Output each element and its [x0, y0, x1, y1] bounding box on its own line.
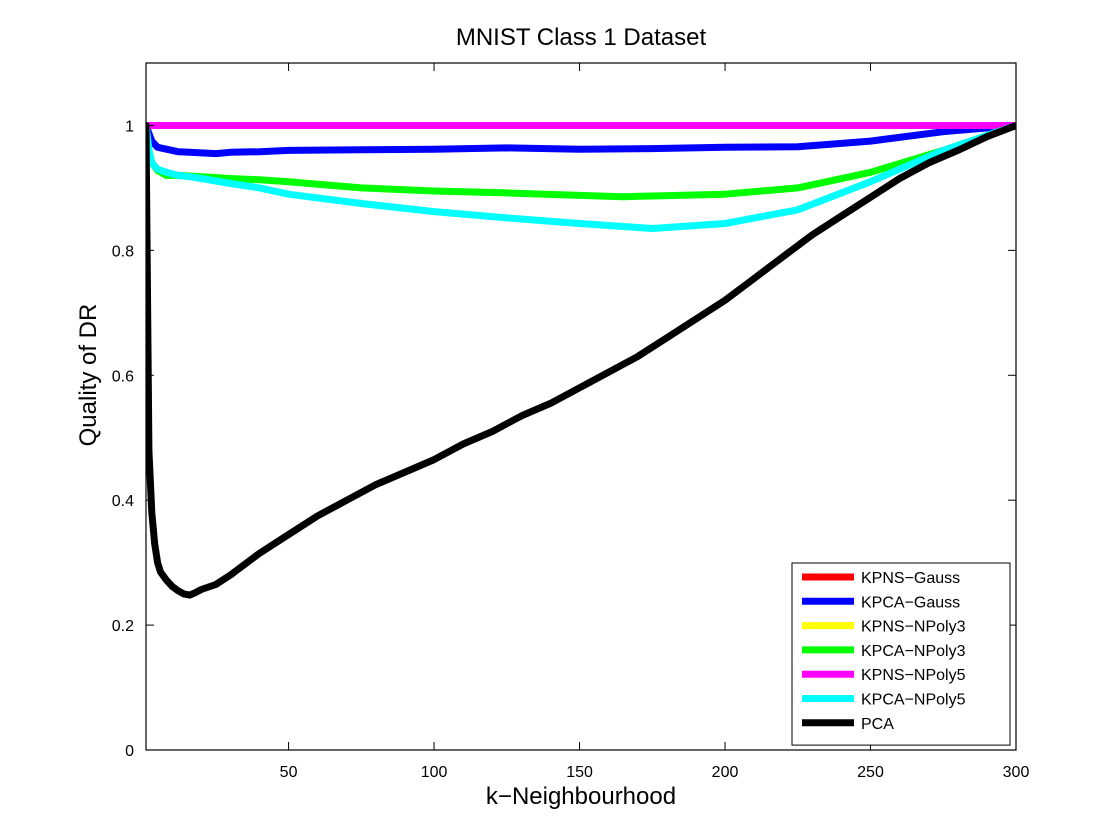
series-line-6 [146, 122, 1016, 232]
legend-entry: KPNS−NPoly3 [861, 619, 966, 636]
legend-box [791, 562, 1011, 746]
legend-entry: PCA [861, 716, 894, 733]
legend-entry: KPCA−Gauss [861, 594, 960, 611]
legend: KPNS−Gauss KPCA−Gauss KPNS−NPoly3 KPCA−NPol… [791, 562, 1011, 746]
series-line-7 [146, 122, 1016, 599]
series-line-2 [146, 122, 1016, 158]
y-tick-label: 0 [125, 743, 134, 760]
x-tick-label: 200 [712, 764, 739, 781]
x-tick-label: 250 [857, 764, 884, 781]
y-tick-label: 0.2 [112, 618, 134, 635]
x-tick-label: 50 [280, 764, 298, 781]
legend-entry: KPNS−Gauss [861, 570, 960, 587]
axes-box [145, 62, 1017, 751]
y-tick-label: 0.6 [112, 368, 134, 385]
y-axis-label: Quality of DR [75, 304, 102, 447]
x-tick-label: 100 [421, 764, 448, 781]
chart-title: MNIST Class 1 Dataset [456, 24, 707, 51]
legend-entry: KPCA−NPoly3 [861, 643, 966, 660]
x-tick-label: 150 [566, 764, 593, 781]
x-axis-label: k−Neighbourhood [486, 783, 676, 810]
legend-entry: KPCA−NPoly5 [861, 692, 966, 709]
y-tick-label: 1 [125, 118, 134, 135]
legend-entry: KPNS−NPoly5 [861, 667, 966, 684]
y-tick-label: 0.8 [112, 243, 134, 260]
plot-area: 50 100 150 200 250 300 0 0.2 0.4 0.6 0.8 1 KPNS−Gaus… [112, 62, 1030, 781]
y-tick-label: 0.4 [112, 493, 134, 510]
x-tick-label: 300 [1003, 764, 1030, 781]
